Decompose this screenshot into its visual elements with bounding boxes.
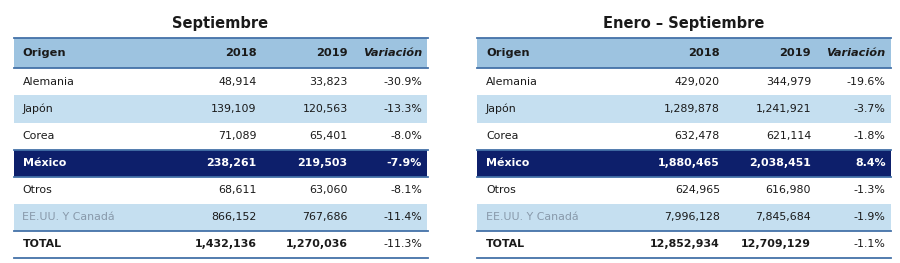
Bar <box>14 204 427 231</box>
Text: EE.UU. Y Canadá: EE.UU. Y Canadá <box>486 212 579 222</box>
Text: -11.4%: -11.4% <box>383 212 422 222</box>
Text: 219,503: 219,503 <box>298 158 347 168</box>
Text: Corea: Corea <box>486 131 518 141</box>
Text: 2,038,451: 2,038,451 <box>749 158 811 168</box>
Text: Alemania: Alemania <box>22 77 75 87</box>
Text: 65,401: 65,401 <box>310 131 347 141</box>
Bar <box>477 68 891 95</box>
Text: -3.7%: -3.7% <box>854 104 886 114</box>
Text: Otros: Otros <box>22 185 52 195</box>
Text: -1.1%: -1.1% <box>854 239 886 250</box>
Text: 429,020: 429,020 <box>675 77 720 87</box>
Text: 71,089: 71,089 <box>218 131 256 141</box>
Text: Corea: Corea <box>22 131 55 141</box>
Bar <box>477 95 891 123</box>
Text: 1,432,136: 1,432,136 <box>194 239 256 250</box>
Text: Japón: Japón <box>486 104 517 114</box>
Text: Japón: Japón <box>22 104 53 114</box>
Text: 68,611: 68,611 <box>218 185 256 195</box>
Text: 2018: 2018 <box>225 48 256 58</box>
Text: Variación: Variación <box>363 48 422 58</box>
Text: 7,845,684: 7,845,684 <box>755 212 811 222</box>
Text: 1,241,921: 1,241,921 <box>755 104 811 114</box>
Text: -8.1%: -8.1% <box>391 185 422 195</box>
Text: -11.3%: -11.3% <box>383 239 422 250</box>
Text: 1,270,036: 1,270,036 <box>285 239 347 250</box>
Text: 624,965: 624,965 <box>675 185 720 195</box>
Text: 866,152: 866,152 <box>212 212 256 222</box>
Text: 12,852,934: 12,852,934 <box>650 239 720 250</box>
Text: -1.8%: -1.8% <box>854 131 886 141</box>
Bar <box>477 150 891 177</box>
Text: TOTAL: TOTAL <box>486 239 525 250</box>
Text: México: México <box>486 158 529 168</box>
Text: 767,686: 767,686 <box>302 212 347 222</box>
Text: 238,261: 238,261 <box>206 158 256 168</box>
Text: 1,289,878: 1,289,878 <box>664 104 720 114</box>
Bar <box>477 177 891 204</box>
Text: -13.3%: -13.3% <box>383 104 422 114</box>
Text: -8.0%: -8.0% <box>391 131 422 141</box>
Text: Otros: Otros <box>486 185 516 195</box>
Text: 7,996,128: 7,996,128 <box>664 212 720 222</box>
Text: 63,060: 63,060 <box>309 185 347 195</box>
Text: Septiembre: Septiembre <box>173 16 268 31</box>
Text: -30.9%: -30.9% <box>383 77 422 87</box>
Text: 1,880,465: 1,880,465 <box>658 158 720 168</box>
Text: -1.9%: -1.9% <box>854 212 886 222</box>
Bar <box>477 38 891 68</box>
Text: -7.9%: -7.9% <box>387 158 422 168</box>
Text: 344,979: 344,979 <box>766 77 811 87</box>
Text: 48,914: 48,914 <box>218 77 256 87</box>
Text: TOTAL: TOTAL <box>22 239 61 250</box>
Text: 632,478: 632,478 <box>675 131 720 141</box>
Text: -1.3%: -1.3% <box>854 185 886 195</box>
Bar <box>14 123 427 150</box>
Bar <box>477 123 891 150</box>
Text: 2019: 2019 <box>316 48 347 58</box>
Bar <box>477 231 891 258</box>
Text: 139,109: 139,109 <box>211 104 256 114</box>
Text: Origen: Origen <box>486 48 529 58</box>
Text: México: México <box>22 158 66 168</box>
Bar <box>14 95 427 123</box>
Text: 621,114: 621,114 <box>766 131 811 141</box>
Text: 2019: 2019 <box>779 48 811 58</box>
Text: 8.4%: 8.4% <box>855 158 886 168</box>
Text: -19.6%: -19.6% <box>847 77 886 87</box>
Text: Enero – Septiembre: Enero – Septiembre <box>603 16 765 31</box>
Text: Origen: Origen <box>22 48 66 58</box>
Bar <box>14 231 427 258</box>
Text: Variación: Variación <box>826 48 886 58</box>
Bar <box>14 68 427 95</box>
Bar <box>477 204 891 231</box>
Text: 2018: 2018 <box>688 48 720 58</box>
Text: 616,980: 616,980 <box>766 185 811 195</box>
Text: 12,709,129: 12,709,129 <box>741 239 811 250</box>
Bar <box>14 177 427 204</box>
Text: Alemania: Alemania <box>486 77 538 87</box>
Text: EE.UU. Y Canadá: EE.UU. Y Canadá <box>22 212 115 222</box>
Bar <box>14 38 427 68</box>
Text: 120,563: 120,563 <box>302 104 347 114</box>
Bar <box>14 150 427 177</box>
Text: 33,823: 33,823 <box>310 77 347 87</box>
